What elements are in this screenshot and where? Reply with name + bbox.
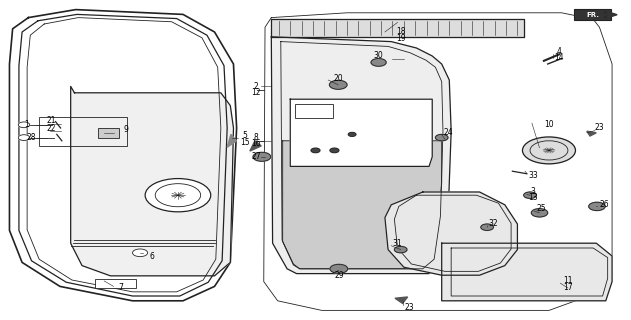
Text: 31: 31 [392, 239, 403, 248]
Text: 18: 18 [396, 28, 406, 36]
Circle shape [330, 264, 348, 273]
Circle shape [371, 59, 386, 66]
Text: 19: 19 [396, 34, 406, 43]
Circle shape [435, 134, 448, 141]
Text: 21: 21 [47, 116, 57, 125]
Text: 1: 1 [24, 120, 29, 129]
Polygon shape [442, 243, 612, 301]
Bar [95, 279, 136, 288]
Circle shape [481, 224, 493, 230]
Text: 24: 24 [443, 128, 453, 137]
Bar [39, 117, 127, 146]
Circle shape [530, 141, 568, 160]
Text: 14: 14 [554, 53, 564, 62]
Polygon shape [227, 134, 237, 147]
Polygon shape [290, 99, 432, 166]
Polygon shape [9, 10, 237, 301]
Text: 22: 22 [47, 124, 57, 133]
Circle shape [133, 249, 148, 257]
Text: 4: 4 [557, 47, 562, 56]
Text: 13: 13 [528, 193, 538, 202]
Circle shape [589, 202, 605, 211]
Text: 8: 8 [254, 133, 259, 142]
Text: 26: 26 [599, 200, 610, 209]
Polygon shape [283, 141, 442, 269]
Text: 27: 27 [251, 152, 261, 161]
Circle shape [145, 179, 211, 212]
Text: 17: 17 [563, 283, 573, 292]
Text: 7: 7 [119, 284, 124, 292]
Text: 15: 15 [240, 138, 250, 147]
Polygon shape [271, 19, 524, 37]
Text: 5: 5 [242, 132, 247, 140]
Circle shape [524, 192, 536, 198]
Text: 23: 23 [404, 303, 414, 312]
Text: 3: 3 [530, 187, 535, 196]
Polygon shape [587, 131, 596, 136]
Text: 2: 2 [254, 82, 259, 91]
Polygon shape [385, 192, 517, 275]
Circle shape [311, 148, 320, 153]
Text: 25: 25 [536, 204, 546, 213]
Polygon shape [71, 86, 233, 276]
Circle shape [394, 246, 407, 253]
Polygon shape [395, 297, 408, 303]
Text: 6: 6 [149, 252, 154, 261]
Text: 29: 29 [334, 271, 344, 280]
Text: 10: 10 [544, 120, 554, 129]
Text: 9: 9 [124, 125, 129, 134]
Text: 23: 23 [594, 124, 604, 132]
Polygon shape [250, 141, 261, 151]
Text: 32: 32 [488, 220, 498, 228]
Text: 11: 11 [563, 276, 573, 285]
Circle shape [18, 122, 30, 128]
Circle shape [329, 80, 347, 89]
Text: 33: 33 [528, 171, 538, 180]
Text: FR.: FR. [586, 12, 599, 18]
Circle shape [330, 148, 339, 153]
Circle shape [18, 135, 30, 140]
Text: 12: 12 [251, 88, 261, 97]
Polygon shape [607, 12, 617, 18]
Circle shape [531, 209, 548, 217]
Bar [98, 128, 119, 138]
Bar [295, 104, 333, 118]
Text: 20: 20 [333, 74, 343, 83]
Text: 28: 28 [27, 133, 37, 142]
Text: 16: 16 [251, 140, 261, 148]
Polygon shape [271, 37, 451, 274]
FancyBboxPatch shape [574, 9, 611, 20]
Circle shape [253, 152, 271, 161]
Circle shape [348, 132, 356, 136]
Circle shape [155, 184, 201, 207]
Text: 30: 30 [374, 52, 384, 60]
Circle shape [522, 137, 575, 164]
